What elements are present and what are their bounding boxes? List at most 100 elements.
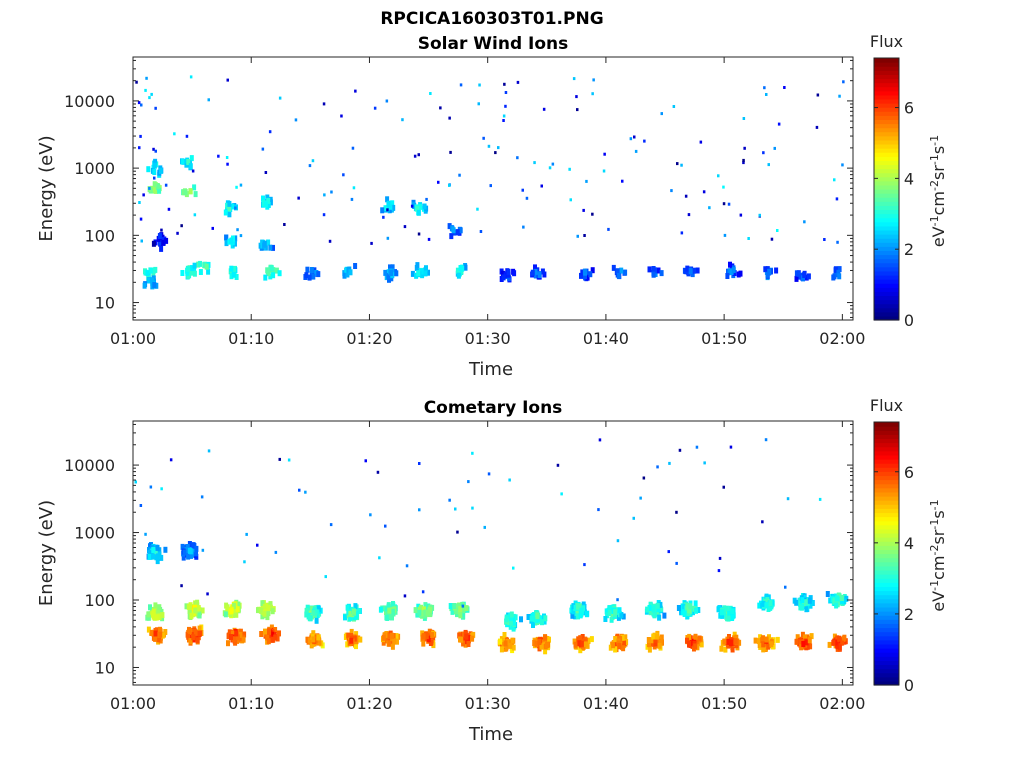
flux-cell [717,569,721,573]
flux-cell [268,244,273,251]
flux-cell [795,634,800,641]
x-axis-label: Time [468,724,513,745]
flux-cell [502,632,507,638]
colorbar-frame [873,421,900,686]
flux-cell [389,270,394,276]
flux-cell [588,271,593,278]
flux-cell [539,643,544,650]
flux-cell [155,544,160,551]
flux-cell [804,639,809,646]
colorbar-band [874,446,899,452]
flux-cell [422,203,427,210]
colorbar-band [874,541,899,546]
flux-cell [311,610,316,617]
flux-cell [153,630,158,637]
flux-cell [197,612,202,619]
flux-cell [149,611,153,618]
flux-cell [842,634,847,641]
flux-cell [842,80,845,84]
colorbar-band [874,266,899,272]
colorbar-band [874,189,899,194]
flux-cell [656,267,661,274]
flux-cell [457,226,462,233]
flux-cell [354,631,359,638]
flux-cell [236,228,239,232]
colorbar-band [874,528,899,534]
flux-cell [421,590,425,594]
flux-cell [603,152,606,156]
flux-cell [225,156,229,159]
flux-cell [147,553,152,560]
flux-cell [619,612,624,618]
flux-cell [198,269,203,275]
flux-cell [223,209,228,216]
flux-cell [413,607,418,614]
flux-cell [189,155,194,162]
flux-cell [536,616,541,623]
flux-cell [156,636,161,643]
flux-cell [373,106,377,110]
flux-cell [160,615,165,622]
flux-cell [184,603,189,610]
flux-cell [447,223,452,230]
colorbar-band [874,164,899,170]
flux-cell [231,266,236,273]
flux-cell [169,458,173,462]
flux-cell [834,271,839,278]
flux-cell [217,154,220,158]
flux-cell [448,116,451,120]
flux-cell [833,178,836,182]
flux-cell [798,639,803,646]
flux-cell [266,197,271,204]
flux-cell [573,613,578,620]
flux-cell [348,614,353,621]
flux-cell [835,197,839,201]
flux-cell [139,504,143,507]
colorbar-band [874,664,899,670]
flux-cell [146,611,151,618]
flux-cell [229,634,233,640]
colorbar-band [874,197,899,202]
flux-cell [616,272,621,279]
flux-cell [648,601,653,608]
flux-cell [147,547,151,553]
flux-cell [603,616,608,622]
flux-cell [152,162,157,169]
flux-cell [273,627,278,633]
flux-cell [521,188,524,192]
flux-cell [503,82,506,86]
flux-cell [841,163,844,167]
flux-cell [200,495,204,499]
flux-cell [151,547,156,553]
flux-cell [345,641,350,648]
flux-cell [774,267,779,274]
colorbar-band [874,270,899,276]
flux-cell [487,472,491,476]
flux-cell [794,599,799,606]
flux-cell [264,171,268,174]
colorbar-band [874,58,899,63]
flux-cell [227,629,232,636]
flux-cell [134,480,137,484]
flux-cell [502,114,506,118]
colorbar-tick-label: 6 [904,99,914,118]
flux-cell [311,159,315,163]
flux-cell [265,267,270,274]
flux-cell [225,605,230,612]
flux-cell [494,151,497,155]
flux-cell [229,273,234,280]
x-tick-label: 01:50 [701,694,747,713]
flux-cell [191,169,195,173]
flux-cell [575,95,578,99]
flux-cell [164,237,169,244]
flux-cell [369,513,372,517]
flux-cell [551,162,555,166]
flux-cell [358,636,363,643]
flux-cell [270,608,275,615]
flux-cell [726,642,731,649]
colorbar-band [874,90,899,96]
flux-cell [424,633,429,640]
flux-cell [233,639,238,646]
flux-cell [617,607,622,614]
flux-cell [449,150,452,154]
